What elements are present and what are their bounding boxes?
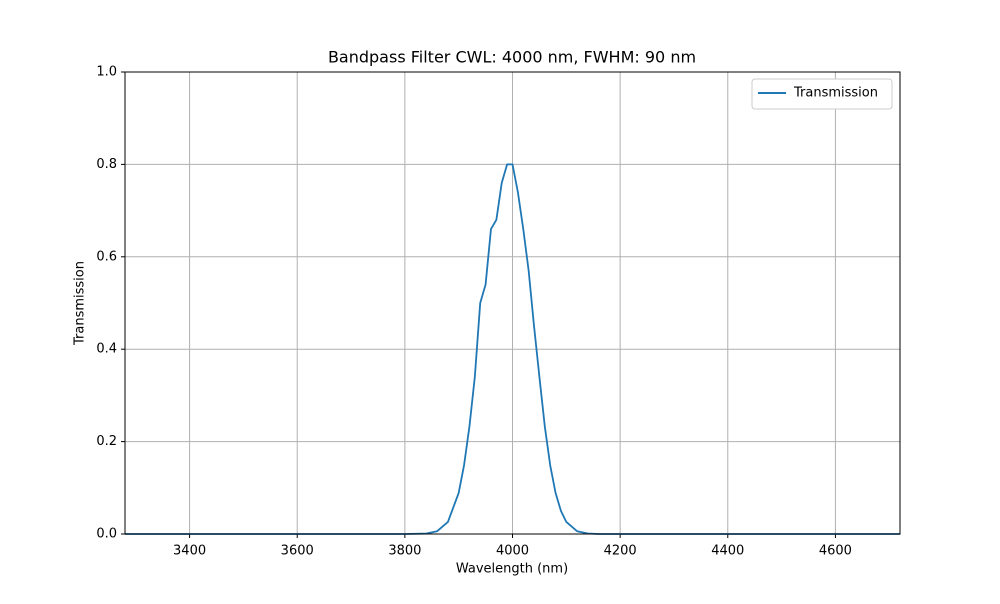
legend-box [751,78,893,110]
x-tick-label: 3400 [173,544,206,559]
x-tick-label: 4600 [819,544,852,559]
x-tick-label: 3800 [388,544,421,559]
x-tick-label: 4200 [604,544,637,559]
legend-label: Transmission [793,86,878,101]
y-tick-label: 0.2 [96,434,117,449]
y-tick-label: 0.4 [96,342,117,357]
y-tick-label: 0.0 [96,527,117,542]
x-tick-label: 4000 [496,544,529,559]
data-line [125,163,900,535]
x-tick-label: 4400 [711,544,744,559]
x-tick-label: 3600 [281,544,314,559]
y-tick-label: 0.8 [96,157,117,172]
y-tick-label: 1.0 [96,65,117,80]
chart-title: Bandpass Filter CWL: 4000 nm, FWHM: 90 n… [328,48,696,67]
y-axis-label: Transmission [73,261,88,346]
x-axis-label: Wavelength (nm) [456,562,568,577]
y-tick-label: 0.6 [96,249,117,264]
plot-frame [124,71,901,535]
